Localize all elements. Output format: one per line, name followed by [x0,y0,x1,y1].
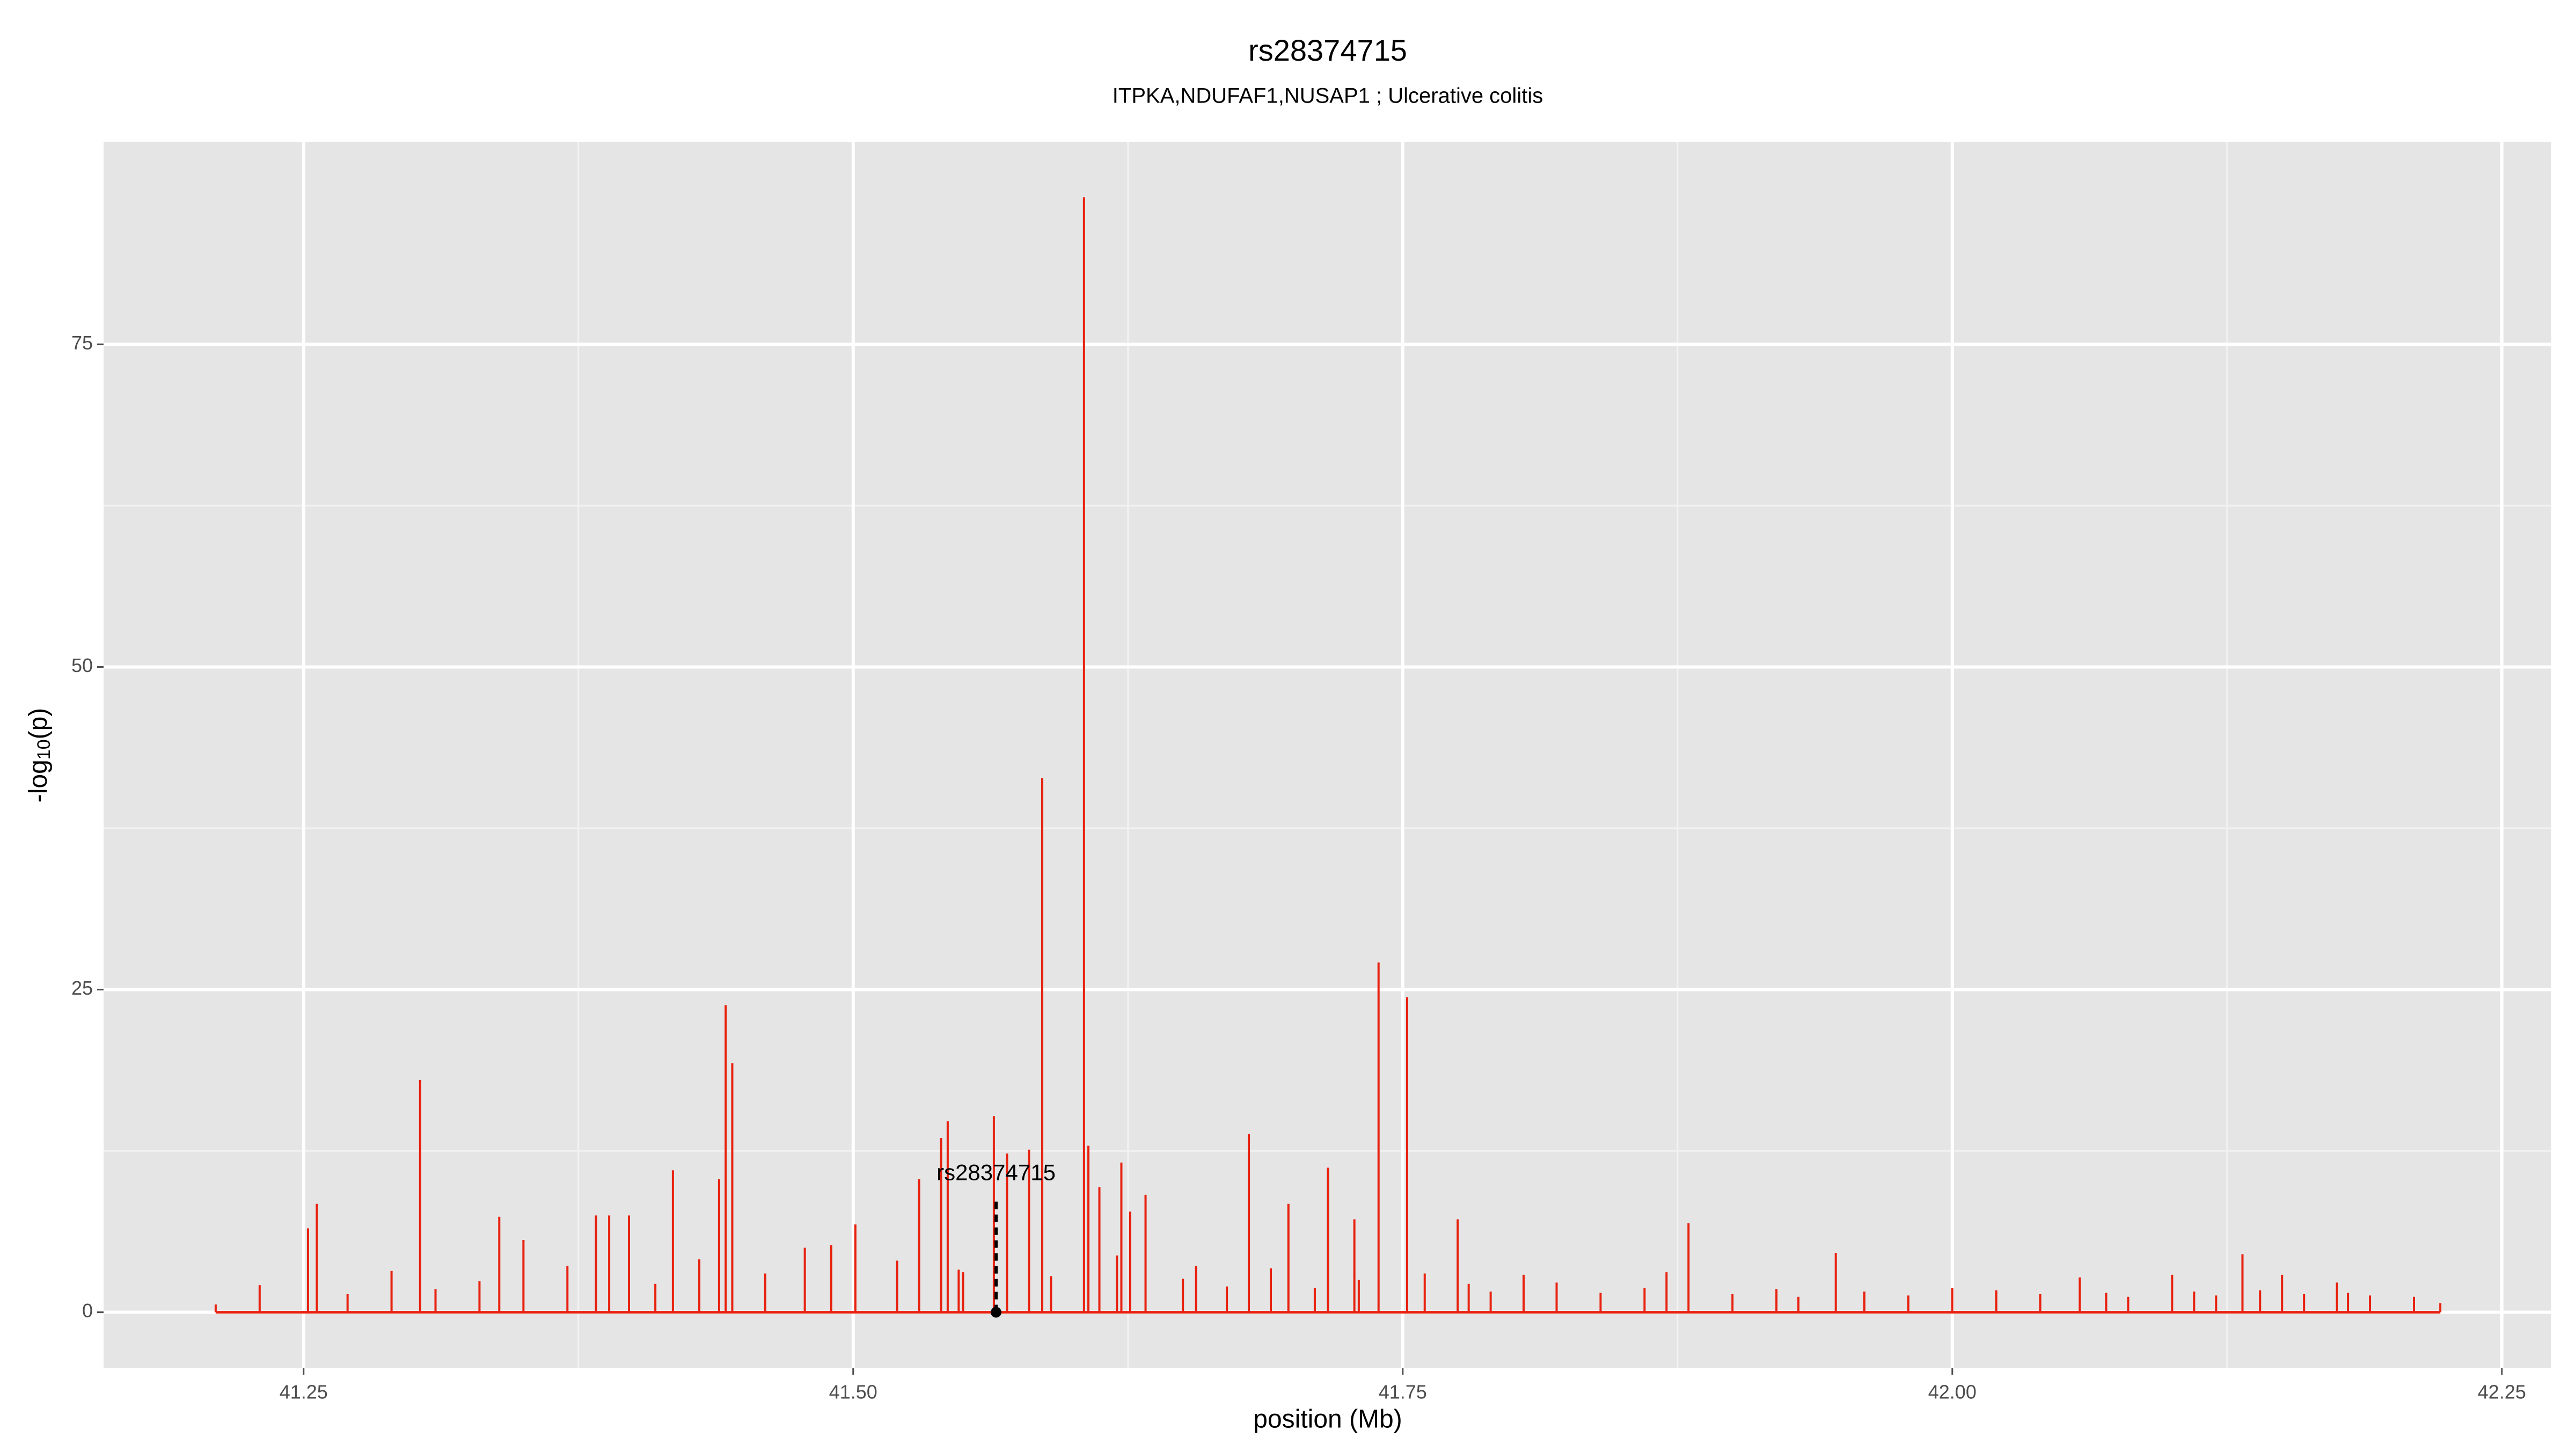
x-tick-label: 41.75 [1379,1381,1427,1403]
y-label-prefix: -log [24,760,53,802]
y-axis-label: -log10(p) [24,708,54,803]
y-label-suffix: (p) [24,708,53,740]
chart-title: rs28374715 [1248,33,1407,67]
chart-subtitle: ITPKA,NDUFAF1,NUSAP1 ; Ulcerative coliti… [1113,84,1543,108]
y-tick-label: 75 [71,332,93,354]
x-axis-label: position (Mb) [1253,1405,1402,1434]
y-tick-label: 50 [71,654,93,676]
y-tick-label: 25 [71,977,93,999]
x-tick-label: 42.25 [2478,1381,2526,1403]
y-tick-label: 0 [82,1300,93,1322]
x-tick-label: 41.50 [829,1381,877,1403]
annotation-point [991,1307,1002,1318]
plot-panel [104,142,2551,1368]
annotation-label: rs28374715 [936,1160,1056,1185]
x-tick-label: 42.00 [1928,1381,1977,1403]
x-tick-label: 41.25 [280,1381,328,1403]
y-label-sub: 10 [34,739,54,760]
